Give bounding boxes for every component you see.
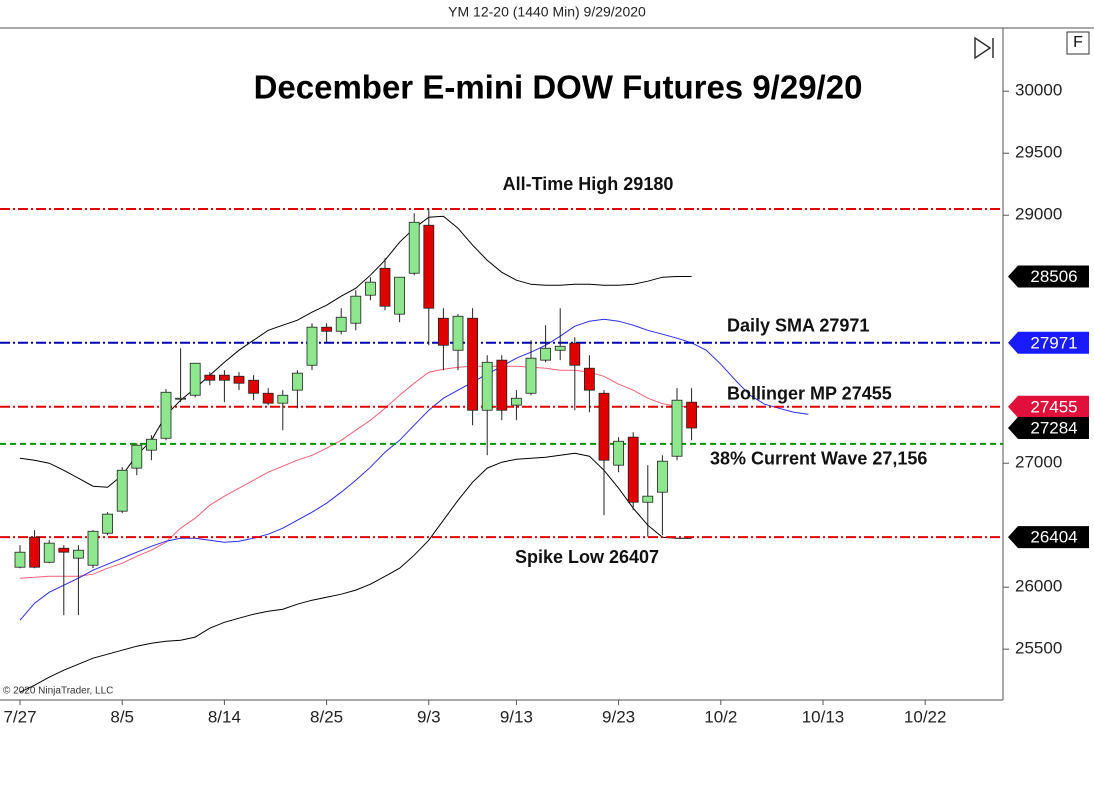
- candle-body: [598, 392, 610, 461]
- candle-body: [29, 536, 41, 568]
- candle-body: [452, 315, 464, 351]
- candle-body: [102, 513, 113, 534]
- level-label: 38% Current Wave 27,156: [710, 449, 927, 469]
- candle-body: [204, 374, 216, 381]
- candle-body: [306, 326, 318, 366]
- candle-body: [525, 357, 537, 394]
- y-tick-label: 27000: [1015, 453, 1062, 472]
- price-marker-label: 26404: [1030, 528, 1077, 547]
- y-tick-label: 26000: [1015, 577, 1062, 596]
- x-tick-label: 10/22: [904, 707, 947, 726]
- x-tick-label: 8/5: [110, 707, 134, 726]
- candle-body: [686, 401, 697, 429]
- x-tick-label: 9/3: [417, 707, 441, 726]
- candle-body: [481, 361, 493, 411]
- indicator-line: [19, 365, 692, 579]
- x-tick-label: 9/13: [500, 707, 533, 726]
- x-tick-label: 10/13: [802, 707, 845, 726]
- x-tick-label: 10/2: [704, 707, 737, 726]
- x-tick-label: 8/14: [208, 707, 241, 726]
- candle-body: [131, 444, 143, 469]
- price-marker-label: 27284: [1030, 418, 1077, 437]
- candle-body: [350, 295, 362, 324]
- y-tick-label: 30000: [1015, 81, 1062, 100]
- chart-title: December E-mini DOW Futures 9/29/20: [254, 69, 863, 106]
- candle-body: [233, 375, 245, 384]
- price-marker: [1008, 416, 1089, 439]
- candle-body: [671, 399, 683, 457]
- candle-body: [189, 362, 201, 396]
- candle-body: [657, 460, 668, 493]
- button-frame[interactable]: [1066, 31, 1090, 55]
- candle-body: [540, 347, 551, 361]
- candle-body: [467, 317, 479, 411]
- level-label: Daily SMA 27971: [727, 316, 869, 336]
- x-tick-label: 9/23: [602, 707, 635, 726]
- candle-body: [175, 397, 187, 400]
- candle-body: [437, 317, 449, 346]
- candle-body: [218, 374, 230, 381]
- candle-body: [554, 345, 566, 351]
- price-marker: [1008, 395, 1089, 418]
- x-tick-label: 8/25: [310, 707, 343, 726]
- candle-body: [408, 221, 420, 274]
- y-tick-label: 29500: [1015, 143, 1062, 162]
- price-marker: [1008, 331, 1089, 354]
- x-tick-label: 7/27: [3, 707, 36, 726]
- candle-body: [145, 438, 157, 451]
- candle-body: [87, 530, 99, 566]
- candle-body: [423, 224, 435, 309]
- candle-body: [262, 392, 274, 404]
- level-label: All-Time High 29180: [503, 174, 674, 194]
- price-marker-label: 27455: [1030, 397, 1077, 416]
- copyright: © 2020 NinjaTrader, LLC: [3, 686, 113, 697]
- navigate-end-icon[interactable]: [974, 36, 994, 60]
- indicator-line: [19, 452, 692, 693]
- price-marker-label: 28506: [1030, 267, 1077, 286]
- candle-body: [116, 469, 128, 512]
- candle-body: [496, 359, 508, 411]
- candle-body: [14, 551, 26, 568]
- candle-body: [73, 549, 84, 559]
- candle-body: [160, 391, 172, 439]
- y-tick-label: 25500: [1015, 639, 1062, 658]
- candle-body: [379, 267, 391, 307]
- candle-body: [394, 276, 406, 315]
- candle-body: [58, 547, 70, 553]
- candle-body: [277, 394, 289, 404]
- candle-body: [291, 372, 303, 391]
- candle-body: [627, 436, 639, 503]
- price-marker-label: 27971: [1030, 333, 1077, 352]
- candle-body: [364, 281, 376, 296]
- y-tick-label: 29000: [1015, 205, 1062, 224]
- candle-body: [569, 342, 581, 366]
- indicator-line: [19, 318, 809, 621]
- level-label: Bollinger MP 27455: [727, 384, 892, 404]
- candle-body: [510, 397, 522, 406]
- price-marker: [1008, 265, 1089, 288]
- candle-body: [642, 495, 654, 503]
- candle-body: [613, 440, 624, 466]
- level-label: Spike Low 26407: [515, 547, 659, 567]
- candle-body: [335, 316, 347, 332]
- candle-body: [584, 367, 595, 391]
- button-label[interactable]: F: [1073, 34, 1083, 51]
- candle-body: [43, 542, 55, 563]
- header: YM 12-20 (1440 Min) 9/29/2020: [448, 4, 646, 20]
- candle-body: [321, 326, 333, 332]
- candle-body: [248, 379, 260, 394]
- price-marker: [1008, 526, 1089, 549]
